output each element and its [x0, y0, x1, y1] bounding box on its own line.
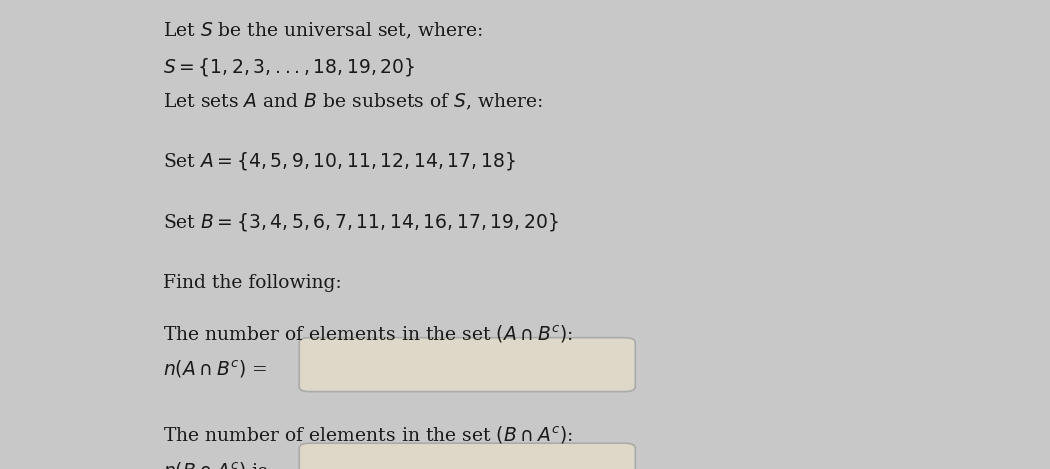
Text: Set $B = \{3, 4, 5, 6, 7, 11, 14, 16, 17, 19, 20\}$: Set $B = \{3, 4, 5, 6, 7, 11, 14, 16, 17… [163, 211, 559, 233]
Text: Let $S$ be the universal set, where:: Let $S$ be the universal set, where: [163, 21, 483, 41]
Text: Set $A = \{4, 5, 9, 10, 11, 12, 14, 17, 18\}$: Set $A = \{4, 5, 9, 10, 11, 12, 14, 17, … [163, 150, 516, 172]
Text: $S = \{1, 2, 3, ..., 18, 19, 20\}$: $S = \{1, 2, 3, ..., 18, 19, 20\}$ [163, 56, 415, 78]
Text: $n(B \cap A^c)$ is: $n(B \cap A^c)$ is [163, 461, 268, 469]
Text: Let sets $A$ and $B$ be subsets of $S$, where:: Let sets $A$ and $B$ be subsets of $S$, … [163, 91, 543, 112]
FancyBboxPatch shape [299, 443, 635, 469]
Text: The number of elements in the set $(A \cap B^c)$:: The number of elements in the set $(A \c… [163, 324, 572, 345]
Text: The number of elements in the set $(B \cap A^c)$:: The number of elements in the set $(B \c… [163, 424, 572, 446]
Text: Find the following:: Find the following: [163, 274, 341, 292]
FancyBboxPatch shape [299, 338, 635, 392]
Text: $n(A \cap B^c)$ =: $n(A \cap B^c)$ = [163, 359, 267, 380]
